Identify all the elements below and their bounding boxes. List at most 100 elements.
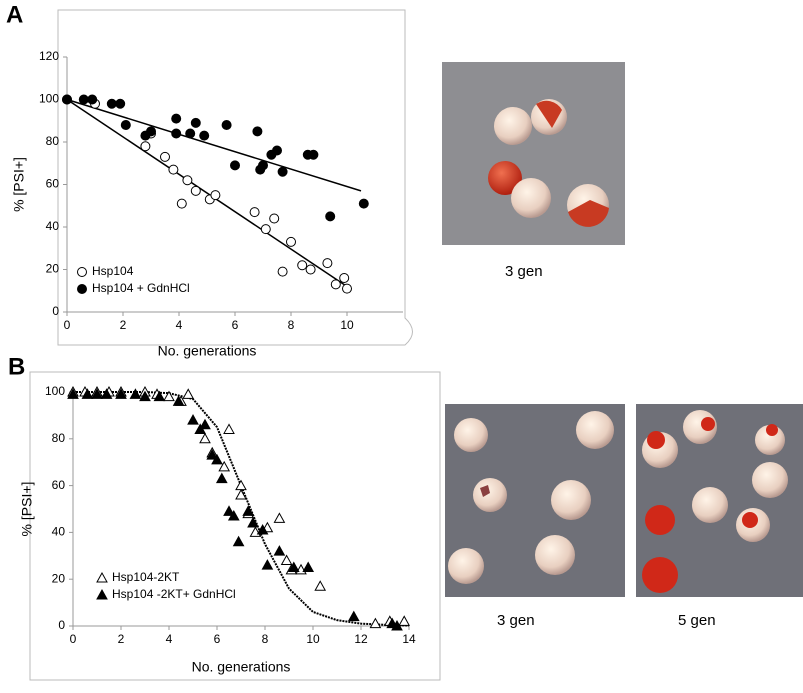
data-point <box>277 266 288 277</box>
legend-label: Hsp104-2KT <box>112 570 180 584</box>
legend-marker <box>77 284 87 294</box>
data-point <box>398 615 411 626</box>
data-point <box>171 128 182 139</box>
x-tick-label: 0 <box>70 632 77 646</box>
data-point <box>261 559 274 570</box>
y-tick-label: 0 <box>58 618 65 632</box>
data-point <box>139 390 151 402</box>
data-point <box>115 388 127 399</box>
legend-label: Hsp104 + GdnHCl <box>92 281 190 295</box>
y-tick-label: 40 <box>46 219 60 233</box>
y-tick-label: 80 <box>52 431 66 445</box>
data-point <box>146 126 156 137</box>
data-point <box>258 160 268 171</box>
data-point <box>252 126 263 137</box>
legend-marker <box>77 267 87 277</box>
data-point <box>249 207 260 218</box>
data-point <box>153 390 166 402</box>
data-point <box>325 211 336 222</box>
data-point <box>182 388 195 399</box>
data-point <box>339 273 350 283</box>
data-point <box>78 94 89 105</box>
photo-caption: 3 gen <box>497 612 535 629</box>
trend-line <box>66 98 362 192</box>
data-point <box>287 561 300 572</box>
data-point <box>330 279 341 290</box>
x-tick-label: 14 <box>402 632 416 646</box>
data-point <box>171 113 182 124</box>
photo-caption: 3 gen <box>505 263 543 280</box>
data-point <box>185 128 196 139</box>
data-point <box>211 453 223 465</box>
x-tick-label: 6 <box>232 318 239 332</box>
data-point <box>277 166 288 177</box>
data-point <box>160 151 170 162</box>
data-point <box>100 388 113 399</box>
x-tick-label: 6 <box>214 632 221 646</box>
legend-marker <box>96 571 108 583</box>
data-point <box>273 545 286 556</box>
data-point <box>391 619 403 631</box>
x-tick-label: 2 <box>118 632 125 646</box>
data-point <box>190 185 201 196</box>
photo-caption: 5 gen <box>678 612 716 629</box>
y-tick-label: 100 <box>45 384 65 398</box>
panel-label: A <box>6 1 23 28</box>
data-point <box>308 149 319 160</box>
data-point <box>305 264 316 275</box>
data-point <box>256 524 269 535</box>
data-point <box>62 94 72 105</box>
x-tick-label: 0 <box>64 318 71 332</box>
legend-label: Hsp104 <box>92 264 134 278</box>
legend-marker <box>96 588 108 600</box>
y-tick-label: 100 <box>39 92 59 106</box>
data-point <box>218 460 231 472</box>
data-point <box>163 390 175 402</box>
data-point <box>210 190 221 201</box>
data-point <box>81 388 94 399</box>
y-tick-label: 60 <box>52 478 66 492</box>
data-point <box>187 414 199 425</box>
y-tick-label: 40 <box>52 525 66 539</box>
data-point <box>369 617 382 629</box>
trend-line <box>66 98 348 288</box>
photo <box>442 62 625 245</box>
data-point <box>199 418 211 430</box>
data-point <box>280 554 293 565</box>
y-tick-label: 0 <box>52 304 59 318</box>
x-tick-label: 2 <box>120 318 127 332</box>
y-tick-label: 80 <box>46 134 60 148</box>
x-axis-label: No. generations <box>158 343 257 359</box>
y-tick-label: 120 <box>39 49 59 63</box>
data-point <box>199 130 210 141</box>
data-point <box>227 509 240 521</box>
data-point <box>358 198 369 209</box>
data-point <box>172 395 185 406</box>
x-tick-label: 10 <box>340 318 354 332</box>
data-point <box>223 423 235 434</box>
chart-frame <box>29 371 441 681</box>
y-tick-label: 20 <box>46 262 60 276</box>
data-point <box>232 535 245 547</box>
data-point <box>67 388 79 399</box>
data-point <box>272 145 282 156</box>
data-point <box>168 164 179 175</box>
x-tick-label: 4 <box>176 318 183 332</box>
data-point <box>129 388 142 399</box>
data-point <box>182 175 193 186</box>
data-point <box>269 213 280 224</box>
data-point <box>106 98 117 109</box>
data-point <box>302 561 315 572</box>
data-point <box>314 580 327 591</box>
data-point <box>230 160 240 171</box>
photo <box>445 404 625 597</box>
x-tick-label: 8 <box>288 318 295 332</box>
data-point <box>91 388 103 399</box>
data-point <box>190 117 201 128</box>
data-point <box>247 517 259 528</box>
x-tick-label: 4 <box>166 632 173 646</box>
x-tick-label: 10 <box>306 632 320 646</box>
data-point <box>342 283 352 294</box>
data-point <box>87 94 98 105</box>
data-point <box>286 236 296 247</box>
